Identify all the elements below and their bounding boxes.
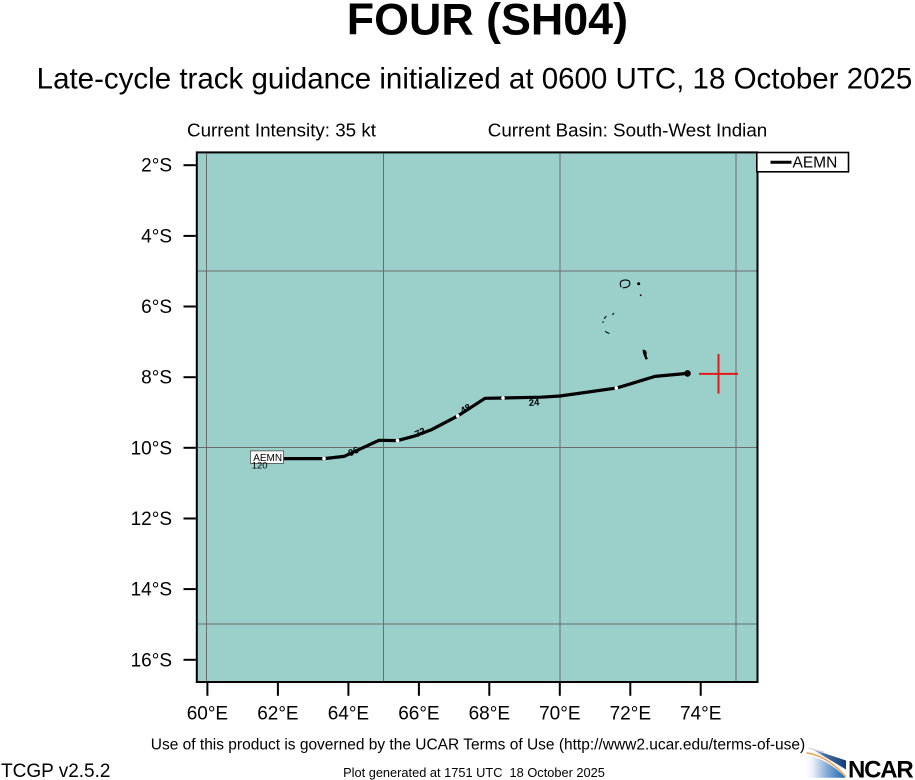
svg-text:Use of this product is governe: Use of this product is governed by the U… (151, 736, 805, 753)
svg-text:16°S: 16°S (131, 650, 172, 671)
svg-text:Current Intensity: 35 kt: Current Intensity: 35 kt (187, 120, 377, 141)
svg-text:Late-cycle track guidance init: Late-cycle track guidance initialized at… (37, 63, 913, 96)
svg-text:8°S: 8°S (141, 368, 172, 389)
svg-text:Current Basin: South-West Indi: Current Basin: South-West Indian (488, 120, 767, 141)
svg-text:70°E: 70°E (539, 704, 580, 725)
svg-text:48: 48 (459, 402, 474, 417)
svg-text:2°S: 2°S (141, 156, 172, 177)
svg-text:72: 72 (413, 426, 427, 441)
svg-text:4°S: 4°S (141, 226, 172, 247)
svg-text:60°E: 60°E (187, 704, 228, 725)
svg-text:AEMN: AEMN (793, 155, 838, 172)
svg-text:74°E: 74°E (680, 704, 721, 725)
svg-text:FOUR (SH04): FOUR (SH04) (347, 0, 628, 45)
svg-text:64°E: 64°E (328, 704, 369, 725)
svg-text:10°S: 10°S (131, 438, 172, 459)
svg-text:24: 24 (528, 397, 540, 409)
svg-text:6°S: 6°S (141, 297, 172, 318)
svg-text:Plot generated at 1751 UTC 18: Plot generated at 1751 UTC 18 October 20… (343, 765, 605, 780)
svg-text:NCAR: NCAR (848, 757, 913, 780)
svg-text:68°E: 68°E (469, 704, 510, 725)
svg-text:62°E: 62°E (257, 704, 298, 725)
svg-text:12°S: 12°S (131, 509, 172, 530)
svg-text:AEMN: AEMN (253, 453, 282, 464)
svg-text:120: 120 (252, 461, 268, 472)
svg-text:14°S: 14°S (131, 580, 172, 601)
svg-text:72°E: 72°E (610, 704, 651, 725)
svg-text:96: 96 (347, 445, 361, 459)
svg-text:66°E: 66°E (398, 704, 439, 725)
svg-text:TCGP v2.5.2: TCGP v2.5.2 (1, 761, 110, 780)
